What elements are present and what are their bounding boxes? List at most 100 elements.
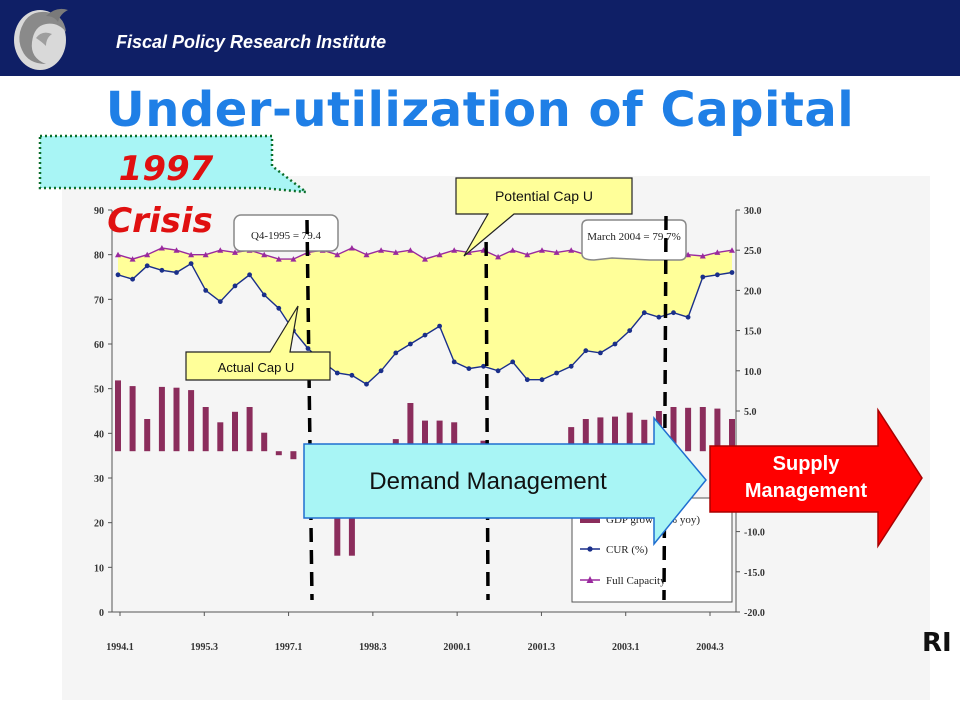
x-tick-label: 2003.1 xyxy=(612,642,640,653)
cur-point xyxy=(451,359,457,365)
right-tick-label: 15.0 xyxy=(744,327,762,338)
full-capacity-point xyxy=(568,247,575,253)
cur-point xyxy=(729,270,735,275)
corner-logo-text: RI xyxy=(922,628,952,658)
gdp-bar xyxy=(670,407,677,452)
supply-management-arrow[interactable]: Supply Management xyxy=(709,407,923,549)
cur-point xyxy=(715,272,720,278)
legend-label-cur: CUR (%) xyxy=(606,544,648,556)
cur-point xyxy=(144,263,150,269)
full-capacity-point xyxy=(144,251,151,258)
gdp-bar xyxy=(290,451,297,460)
gdp-bar xyxy=(685,407,692,452)
cur-point xyxy=(583,348,589,354)
gdp-bar xyxy=(568,427,575,452)
crisis-year-text: 1997 xyxy=(119,149,214,189)
dashed-line-2003 xyxy=(662,215,668,601)
cur-point xyxy=(510,359,516,365)
x-tick-label: 2004.3 xyxy=(696,642,724,653)
full-capacity-point xyxy=(115,251,121,258)
gdp-bar xyxy=(641,419,648,452)
cur-point xyxy=(247,272,253,278)
cur-point xyxy=(481,363,486,369)
right-tick-label: -10.0 xyxy=(744,528,765,539)
full-capacity-point xyxy=(436,251,443,258)
cur-point xyxy=(700,274,706,280)
cur-point xyxy=(641,310,647,316)
full-capacity-point xyxy=(524,251,531,258)
gdp-bar xyxy=(217,422,224,452)
crisis-callout: 1997 Crisis xyxy=(38,134,311,241)
cur-point xyxy=(305,346,311,351)
full-capacity-point xyxy=(451,247,458,253)
cur-point xyxy=(568,363,574,369)
cur-point xyxy=(130,276,136,282)
full-capacity-point xyxy=(188,251,195,258)
cur-point xyxy=(598,350,603,356)
cur-point xyxy=(261,292,267,298)
demand-management-arrow[interactable]: Demand Management xyxy=(303,415,707,547)
legend-marker-full xyxy=(586,576,594,583)
left-tick-label: 70 xyxy=(94,295,104,306)
cur-point xyxy=(174,270,179,275)
full-capacity-point xyxy=(261,251,268,258)
left-tick-label: 10 xyxy=(94,563,104,574)
cur-point xyxy=(466,366,472,371)
march-2004-annotation-text: March 2004 = 79.7% xyxy=(587,231,681,243)
potential-cap-label: Potential Cap U xyxy=(495,188,593,204)
full-capacity-point xyxy=(173,247,180,253)
left-tick-label: 50 xyxy=(94,385,104,396)
gdp-bar xyxy=(451,422,458,452)
full-capacity-point xyxy=(232,249,238,255)
full-capacity-point xyxy=(290,256,297,262)
header-bar: Fiscal Policy Research Institute xyxy=(0,0,960,76)
x-tick-label: 1995.3 xyxy=(191,642,219,653)
gdp-bar xyxy=(144,419,151,452)
gdp-bar xyxy=(714,408,721,452)
right-tick-label: 25.0 xyxy=(744,246,762,257)
cur-point xyxy=(671,310,676,316)
legend-label-full: Full Capacity xyxy=(606,575,666,587)
right-tick-label: 30.0 xyxy=(744,206,762,217)
cur-point xyxy=(159,267,165,273)
full-capacity-point xyxy=(407,247,414,253)
gdp-bar xyxy=(246,407,253,452)
cur-point xyxy=(495,368,501,374)
gdp-bar xyxy=(261,432,268,452)
cur-point xyxy=(539,377,545,383)
gdp-bar xyxy=(626,412,633,452)
left-tick-label: 80 xyxy=(94,251,104,262)
capacity-gap-fill xyxy=(118,248,732,385)
gdp-bar xyxy=(129,386,136,452)
full-capacity-point xyxy=(729,247,735,253)
right-tick-label: -20.0 xyxy=(744,608,765,619)
cur-point xyxy=(334,370,340,376)
cur-point xyxy=(685,314,691,320)
cur-point xyxy=(422,332,428,338)
left-tick-label: 0 xyxy=(99,608,104,619)
left-tick-label: 60 xyxy=(94,340,104,351)
gdp-bar xyxy=(275,451,282,456)
slide-title: Under-utilization of Capital xyxy=(105,82,855,138)
full-capacity-point xyxy=(348,245,355,251)
gdp-bar xyxy=(699,407,706,452)
x-tick-label: 2001.3 xyxy=(528,642,556,653)
left-tick-label: 20 xyxy=(94,519,104,530)
full-capacity-point xyxy=(509,247,516,253)
cur-point xyxy=(554,370,559,376)
full-capacity-point xyxy=(363,251,370,258)
gdp-bar xyxy=(422,420,428,452)
gdp-bar xyxy=(597,417,604,452)
x-tick-label: 2000.1 xyxy=(443,642,471,653)
q4-1995-annotation-text: Q4-1995 = 79.4 xyxy=(251,230,322,242)
full-capacity-point xyxy=(129,256,136,262)
dashed-line-1997 xyxy=(305,219,314,601)
cur-point xyxy=(232,283,238,289)
full-capacity-point xyxy=(202,251,209,258)
left-tick-label: 40 xyxy=(94,429,104,440)
cur-point xyxy=(217,299,223,304)
cur-point xyxy=(276,305,282,311)
cur-point xyxy=(393,350,399,356)
gdp-bar xyxy=(729,419,735,452)
